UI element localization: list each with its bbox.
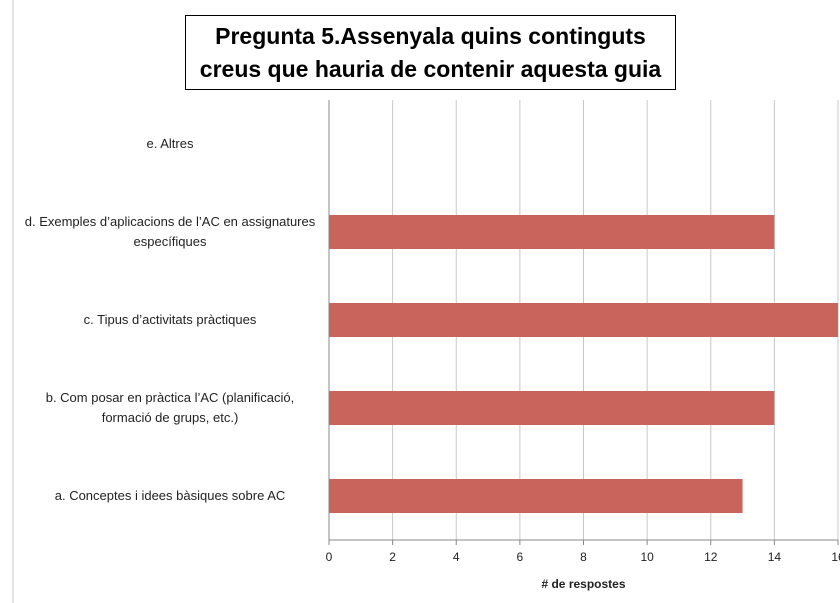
bar (329, 479, 743, 513)
chart-title: Pregunta 5.Assenyala quins continguts cr… (185, 15, 676, 90)
y-tick-label: d. Exemples d’aplicacions de l’AC en ass… (24, 214, 316, 249)
x-tick-label: 12 (704, 550, 718, 564)
x-tick-label: 0 (326, 550, 333, 564)
x-tick-label: 14 (768, 550, 782, 564)
y-tick-label: b. Com posar en pràctica l’AC (planifica… (45, 390, 295, 425)
x-tick-label: 2 (389, 550, 396, 564)
y-tick-label: e. Altres (146, 136, 194, 151)
x-tick-label: 10 (640, 550, 654, 564)
bar (329, 391, 775, 425)
bar (329, 215, 775, 249)
y-tick-label: a. Conceptes i idees bàsiques sobre AC (54, 488, 286, 503)
chart-border (12, 0, 14, 603)
y-tick-label: c. Tipus d’activitats pràctiques (83, 312, 257, 327)
x-tick-label: 6 (517, 550, 524, 564)
x-tick-label: 16 (831, 550, 840, 564)
x-tick-label: 4 (453, 550, 460, 564)
x-axis-label: # de respostes (541, 577, 625, 591)
x-tick-label: 8 (580, 550, 587, 564)
bar (329, 303, 838, 337)
